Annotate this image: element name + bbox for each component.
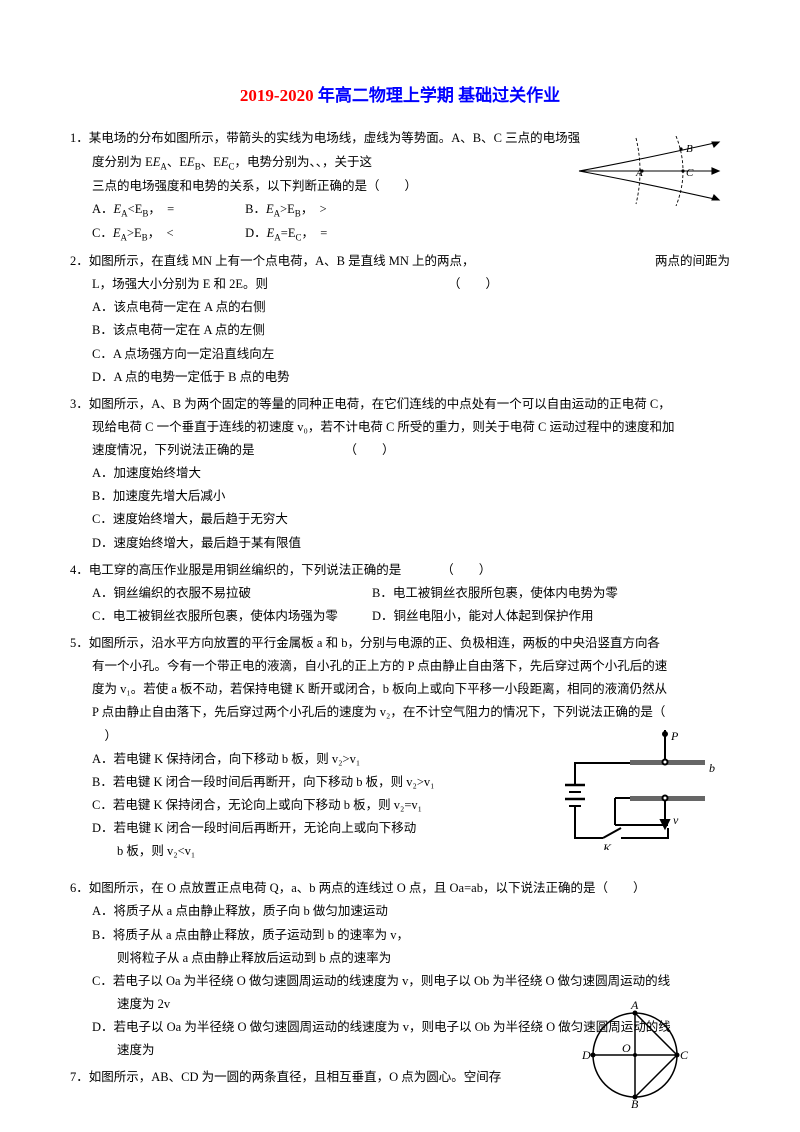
svg-text:P: P: [670, 730, 679, 743]
q6-opt-b1: B．将质子从 a 点由静止释放，质子运动到 b 的速率为 v，: [70, 924, 730, 947]
q2-stem1r: 两点的间距为: [677, 250, 730, 273]
q1-opts-row2: C．EA>EB， < D．EA=EC， =: [70, 222, 730, 246]
q6-opt-b2: 则将粒子从 a 点由静止释放后运动到 b 点的速率为: [70, 947, 730, 970]
svg-text:b: b: [709, 761, 715, 775]
svg-text:O: O: [622, 1041, 631, 1055]
page-title: 2019-2020 年高二物理上学期 基础过关作业: [70, 80, 730, 111]
q2-opt-b: B．该点电荷一定在 A 点的左侧: [70, 319, 730, 342]
figure-field-lines: A B C: [574, 136, 724, 206]
q3-num: 3．: [70, 397, 89, 411]
svg-text:B: B: [686, 143, 693, 155]
q3-stem1: 如图所示，A、B 为两个固定的等量的同种正电荷，在它们连线的中点处有一个可以自由…: [89, 397, 671, 411]
q4-opts-cd: C．电工被铜丝衣服所包裹，使体内场强为零 D．铜丝电阻小，能对人体起到保护作用: [70, 605, 730, 628]
q1-num: 1．: [70, 131, 89, 145]
q5-num: 5．: [70, 636, 89, 650]
q7-stem1: 如图所示，AB、CD 为一圆的两条直径，且相互垂直，O 点为圆心。空间存: [89, 1070, 502, 1084]
title-rest: 年高二物理上学期 基础过关作业: [314, 86, 561, 105]
q3-opt-a: A．加速度始终增大: [70, 462, 730, 485]
q7-num: 7．: [70, 1070, 89, 1084]
svg-text:A: A: [630, 1000, 639, 1012]
q3-opt-c: C．速度始终增大，最后趋于无穷大: [70, 508, 730, 531]
q4-num: 4．: [70, 563, 89, 577]
q3-opt-d: D．速度始终增大，最后趋于某有限值: [70, 532, 730, 555]
svg-text:A: A: [635, 167, 643, 179]
figure-circuit: P b v K: [555, 730, 720, 850]
q3-stem2: 现给电荷 C 一个垂直于连线的初速度 v₀，若不计电荷 C 所受的重力，则关于电…: [70, 416, 730, 439]
svg-text:v: v: [673, 813, 679, 827]
q2-opt-c: C．A 点场强方向一定沿直线向左: [70, 343, 730, 366]
q5-stem1: 如图所示，沿水平方向放置的平行金属板 a 和 b，分别与电源的正、负极相连，两板…: [89, 636, 660, 650]
svg-text:K: K: [602, 841, 612, 850]
q2-stem2: L，场强大小分别为 E 和 2E。则（ ）: [70, 273, 730, 296]
question-2: 2．如图所示，在直线 MN 上有一个点电荷，A、B 是直线 MN 上的两点， 两…: [70, 250, 730, 389]
title-year: 2019-2020: [240, 86, 314, 105]
q2-opt-a: A．该点电荷一定在 A 点的右侧: [70, 296, 730, 319]
svg-text:B: B: [631, 1097, 639, 1110]
q2-opt-d: D．A 点的电势一定低于 B 点的电势: [70, 366, 730, 389]
q5-stem2: 有一个小孔。今有一个带正电的液滴，自小孔的正上方的 P 点由静止自由落下，先后穿…: [70, 655, 730, 678]
q5-stem3: 度为 v₁。若使 a 板不动，若保持电键 K 断开或闭合，b 板向上或向下平移一…: [70, 678, 730, 701]
q5-stem4: P 点由静止自由落下，先后穿过两个小孔后的速度为 v₂，在不计空气阻力的情况下，…: [70, 701, 730, 724]
q3-stem3: 速度情况，下列说法正确的是（ ）: [70, 439, 730, 462]
figure-circle: A B C D O: [580, 1000, 690, 1110]
question-3: 3．如图所示，A、B 为两个固定的等量的同种正电荷，在它们连线的中点处有一个可以…: [70, 393, 730, 555]
q6-stem1: 如图所示，在 O 点放置正点电荷 Q，a、b 两点的连线过 O 点，且 Oa=a…: [89, 881, 646, 895]
q1-stem1: 某电场的分布如图所示，带箭头的实线为电场线，虚线为等势面。A、B、C 三点的电场…: [89, 131, 580, 145]
svg-text:C: C: [680, 1048, 689, 1062]
q2-num: 2．: [70, 254, 89, 268]
q6-opt-a: A．将质子从 a 点由静止释放，质子向 b 做匀加速运动: [70, 900, 730, 923]
q3-opt-b: B．加速度先增大后减小: [70, 485, 730, 508]
q6-num: 6．: [70, 881, 89, 895]
q4-stem1: 电工穿的高压作业服是用铜丝编织的，下列说法正确的是: [89, 563, 402, 577]
q6-opt-c1: C．若电子以 Oa 为半径绕 O 做匀速圆周运动的线速度为 v，则电子以 Ob …: [70, 970, 730, 993]
question-4: 4．电工穿的高压作业服是用铜丝编织的，下列说法正确的是（ ） A．铜丝编织的衣服…: [70, 559, 730, 628]
svg-text:C: C: [686, 167, 694, 179]
q2-stem1: 如图所示，在直线 MN 上有一个点电荷，A、B 是直线 MN 上的两点，: [89, 254, 475, 268]
svg-text:D: D: [581, 1048, 591, 1062]
q4-opts-ab: A．铜丝编织的衣服不易拉破 B．电工被铜丝衣服所包裹，使体内电势为零: [70, 582, 730, 605]
